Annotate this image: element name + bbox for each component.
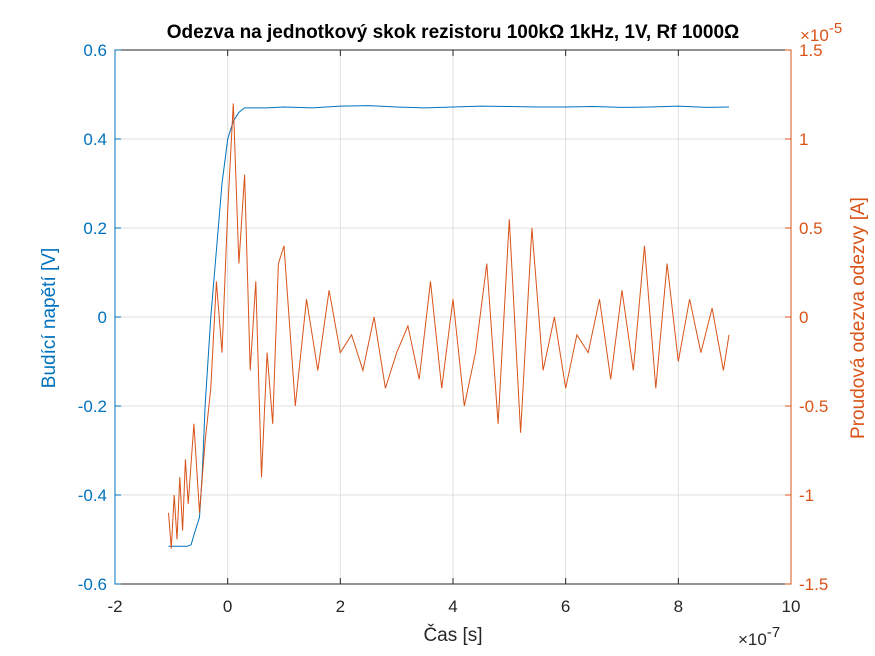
- y-left-tick-label: -0.6: [78, 575, 107, 594]
- y-right-tick-label: -1: [799, 486, 814, 505]
- y-right-axis-exponent: ×10-5: [800, 20, 842, 45]
- y-left-tick-label: 0.4: [83, 130, 107, 149]
- x-exponent-base: ×10: [738, 630, 767, 649]
- x-tick-label: 6: [561, 597, 570, 616]
- x-tick-label: 8: [674, 597, 683, 616]
- x-tick-label: 10: [782, 597, 801, 616]
- y-left-tick-label: 0: [98, 308, 107, 327]
- x-axis-exponent: ×10-7: [738, 624, 780, 649]
- y-left-tick-label: -0.4: [78, 486, 107, 505]
- y-axis-right-label: Proudová odezva odezvy [A]: [848, 197, 869, 439]
- y-right-tick-label: 0: [799, 308, 808, 327]
- x-tick-label: 2: [336, 597, 345, 616]
- y-right-tick-label: -0.5: [799, 397, 828, 416]
- x-tick-label: 4: [448, 597, 457, 616]
- y-right-tick-label: 1: [799, 130, 808, 149]
- y-left-tick-label: 0.2: [83, 219, 107, 238]
- y-axis-left-label: Budící napětí [V]: [39, 248, 60, 388]
- y-left-tick-label: -0.2: [78, 397, 107, 416]
- tick-marks: [114, 49, 792, 585]
- x-axis-label: Čas [s]: [423, 624, 482, 646]
- series-line-voltage: [168, 105, 730, 547]
- y-right-tick-label: 1.5: [799, 41, 823, 60]
- y-left-tick-label: 0.6: [83, 41, 107, 60]
- chart-title: Odezva na jednotkový skok rezistoru 100k…: [167, 22, 740, 43]
- y-right-exponent-base: ×10: [800, 26, 829, 45]
- series-line-current: [168, 103, 730, 549]
- y-right-exponent-power: -5: [829, 20, 842, 37]
- x-exponent-power: -7: [767, 624, 780, 641]
- plot-area: [168, 103, 730, 549]
- x-tick-label: 0: [223, 597, 232, 616]
- y-right-tick-label: -1.5: [799, 575, 828, 594]
- x-tick-label: -2: [107, 597, 122, 616]
- y-right-tick-label: 0.5: [799, 219, 823, 238]
